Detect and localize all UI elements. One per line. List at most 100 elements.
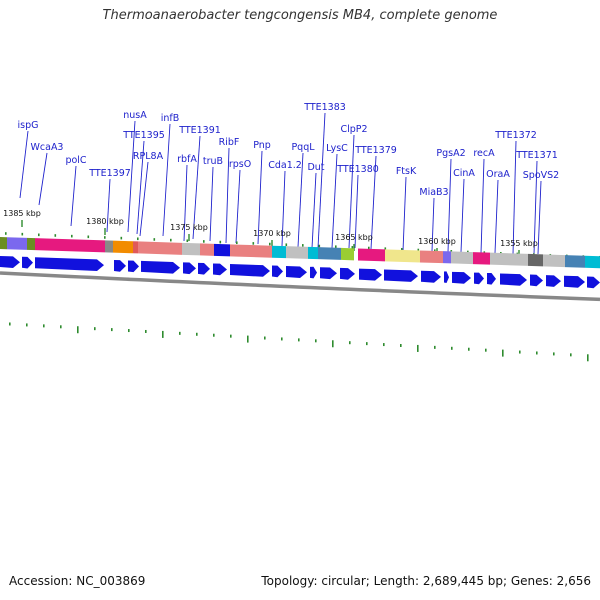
kbp-marker-label: 1385 kbp bbox=[3, 209, 41, 218]
accession-text: Accession: NC_003869 bbox=[9, 574, 146, 588]
gene-label-tte1371: TTE1371 bbox=[515, 150, 558, 161]
feature-block bbox=[200, 243, 214, 256]
gene-arrow bbox=[359, 268, 382, 281]
feature-block bbox=[113, 240, 133, 254]
gene-arrow bbox=[474, 272, 484, 285]
gene-arrow bbox=[384, 269, 418, 282]
gc-skew-track bbox=[9, 322, 589, 362]
feature-block bbox=[420, 250, 443, 264]
label-connector bbox=[533, 160, 538, 255]
label-connector bbox=[447, 158, 452, 253]
kbp-marker-label: 1365 kbp bbox=[335, 233, 373, 242]
feature-block bbox=[27, 237, 35, 251]
gc-tick bbox=[570, 353, 572, 357]
scale-dot bbox=[71, 234, 73, 238]
gc-tick bbox=[111, 328, 113, 332]
gene-label-tte1391: TTE1391 bbox=[178, 125, 221, 136]
label-connector bbox=[431, 197, 435, 252]
gc-tick bbox=[485, 348, 487, 352]
scale-dot bbox=[186, 239, 189, 243]
gc-tick bbox=[587, 354, 589, 362]
label-connector bbox=[106, 178, 111, 233]
gene-arrow bbox=[0, 256, 20, 268]
kbp-marker-label: 1375 kbp bbox=[170, 223, 208, 232]
label-connector bbox=[460, 178, 465, 253]
scale-dot bbox=[285, 243, 288, 247]
gene-label-tte1372: TTE1372 bbox=[494, 130, 537, 141]
gene-arrow bbox=[128, 260, 139, 273]
gene-arrow bbox=[230, 264, 270, 277]
gene-arrow bbox=[213, 263, 227, 276]
label-connector-lines bbox=[19, 112, 542, 255]
label-connector bbox=[225, 147, 230, 244]
gene-arrow bbox=[320, 267, 337, 280]
scale-dot bbox=[87, 235, 90, 239]
scale-dot bbox=[302, 244, 304, 247]
feature-block bbox=[565, 255, 585, 268]
gene-label-miab3: MiaB3 bbox=[419, 187, 448, 198]
label-connector bbox=[512, 140, 517, 255]
gene-label-reca: recA bbox=[473, 148, 495, 159]
scale-dot bbox=[5, 232, 7, 235]
scale-dot bbox=[219, 240, 222, 244]
feature-block bbox=[358, 248, 385, 262]
scale-dot bbox=[450, 250, 453, 253]
feature-block bbox=[490, 252, 528, 266]
label-connector bbox=[139, 161, 149, 237]
gc-tick bbox=[60, 325, 62, 329]
gene-label-tte1383: TTE1383 bbox=[303, 102, 346, 113]
gc-tick bbox=[553, 352, 555, 356]
scale-dot bbox=[236, 241, 238, 245]
gene-label-ribf: RibF bbox=[219, 137, 240, 148]
gene-label-nusa: nusA bbox=[123, 110, 147, 121]
gene-label-pgsa2: PgsA2 bbox=[436, 148, 465, 159]
scale-dot bbox=[269, 242, 271, 246]
label-connector bbox=[19, 130, 29, 199]
gene-arrow bbox=[286, 266, 307, 279]
gene-label-pnp: Pnp bbox=[253, 140, 271, 151]
gc-tick bbox=[451, 346, 453, 350]
gene-label-ftsk: FtsK bbox=[396, 166, 417, 177]
feature-block bbox=[318, 247, 341, 260]
label-connector bbox=[257, 150, 263, 245]
feature-block bbox=[0, 237, 7, 250]
gene-arrow bbox=[183, 262, 196, 275]
gc-tick bbox=[332, 340, 334, 348]
feature-block bbox=[543, 254, 565, 268]
gene-label-rpl8a: RPL8A bbox=[133, 151, 164, 162]
feature-block bbox=[133, 241, 138, 254]
gene-arrow bbox=[141, 260, 180, 274]
label-connector bbox=[331, 153, 338, 249]
gene-arrow bbox=[546, 275, 561, 287]
gene-arrow bbox=[530, 274, 543, 287]
gc-tick bbox=[128, 329, 130, 333]
label-connector bbox=[209, 166, 214, 242]
gc-tick bbox=[230, 334, 232, 338]
gc-tick bbox=[247, 335, 249, 343]
feature-block bbox=[272, 245, 286, 259]
gene-label-pqql: PqqL bbox=[291, 142, 315, 153]
gene-arrow bbox=[340, 267, 355, 280]
feature-block bbox=[451, 251, 473, 265]
feature-block bbox=[237, 244, 272, 258]
gene-label-tte1395: TTE1395 bbox=[122, 130, 165, 141]
label-connector bbox=[402, 176, 407, 252]
gene-arrow bbox=[35, 257, 104, 271]
scale-dot bbox=[170, 238, 172, 242]
label-connector bbox=[38, 152, 48, 206]
label-connector bbox=[480, 158, 485, 254]
label-connector bbox=[127, 120, 136, 233]
gene-arrow bbox=[587, 276, 600, 289]
gene-label-cina: CinA bbox=[453, 168, 475, 179]
gene-label-lysc: LysC bbox=[326, 143, 348, 154]
gc-tick bbox=[502, 349, 504, 357]
gc-tick bbox=[94, 327, 96, 331]
label-connector bbox=[311, 172, 317, 249]
gene-arrow bbox=[22, 256, 33, 269]
scale-dot bbox=[368, 246, 370, 250]
gc-tick bbox=[366, 342, 368, 346]
feature-block bbox=[473, 252, 490, 265]
gene-arrow bbox=[421, 270, 441, 283]
gc-tick bbox=[179, 331, 181, 335]
gene-label-ispg: ispG bbox=[18, 120, 39, 131]
